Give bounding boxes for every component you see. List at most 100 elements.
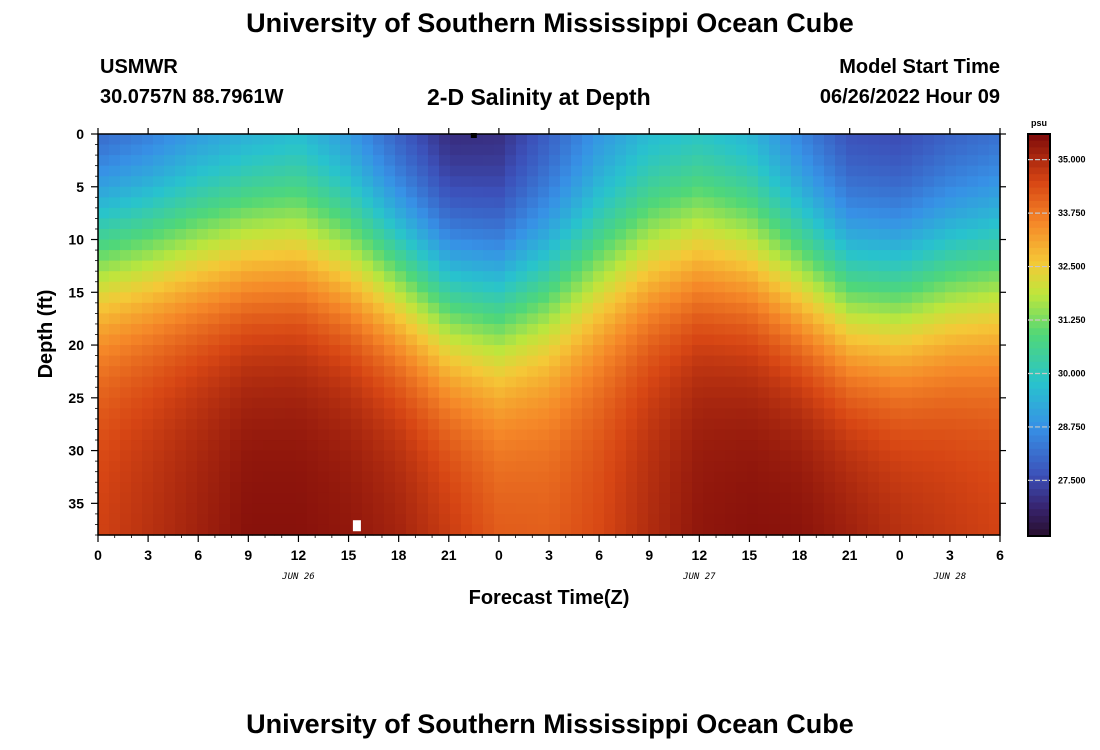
heatmap-cell (714, 397, 726, 409)
heatmap-cell (351, 218, 363, 230)
heatmap-cell (813, 176, 825, 188)
heatmap-cell (549, 134, 561, 146)
heatmap-cell (615, 292, 627, 304)
heatmap-cell (912, 440, 924, 452)
heatmap-cell (241, 260, 253, 272)
heatmap-cell (505, 218, 517, 230)
heatmap-cell (505, 450, 517, 462)
y-tick-label: 10 (68, 232, 84, 248)
heatmap-cell (681, 503, 693, 515)
heatmap-cell (846, 271, 858, 283)
heatmap-cell (604, 239, 616, 251)
heatmap-cell (846, 228, 858, 241)
heatmap-cell (450, 176, 462, 188)
heatmap-cell (131, 450, 143, 462)
heatmap-cell (835, 492, 847, 504)
heatmap-cell (175, 513, 187, 526)
heatmap-cell (527, 323, 539, 336)
heatmap-cell (989, 334, 1001, 346)
heatmap-cell (483, 450, 495, 462)
heatmap-cell (351, 260, 363, 272)
heatmap-cell (648, 376, 660, 388)
heatmap-cell (384, 313, 396, 325)
heatmap-cell (945, 218, 957, 230)
heatmap-cell (868, 461, 880, 473)
heatmap-cell (296, 345, 308, 357)
heatmap-cell (318, 271, 330, 283)
heatmap-cell (296, 450, 308, 462)
heatmap-cell (945, 513, 957, 526)
heatmap-cell (824, 144, 836, 156)
heatmap-cell (670, 155, 682, 167)
heatmap-cell (637, 292, 649, 304)
heatmap-cell (945, 260, 957, 272)
heatmap-cell (538, 313, 550, 325)
heatmap-cell (593, 334, 605, 346)
heatmap-cell (604, 408, 616, 420)
heatmap-cell (670, 176, 682, 188)
heatmap-cell (890, 376, 902, 388)
heatmap-cell (98, 355, 110, 367)
heatmap-cell (659, 524, 671, 536)
heatmap-cell (945, 323, 957, 336)
heatmap-cell (868, 281, 880, 293)
heatmap-cell (791, 281, 803, 293)
heatmap-cell (373, 186, 385, 198)
heatmap-cell (670, 218, 682, 230)
heatmap-cell (978, 302, 990, 314)
heatmap-cell (846, 250, 858, 262)
heatmap-cell (483, 228, 495, 241)
heatmap-cell (296, 302, 308, 314)
heatmap-cell (890, 134, 902, 146)
heatmap-cell (538, 144, 550, 156)
heatmap-cell (923, 165, 935, 177)
heatmap-cell (164, 482, 176, 494)
heatmap-cell (835, 218, 847, 230)
heatmap-cell (637, 482, 649, 494)
heatmap-cell (98, 366, 110, 378)
colorbar-segment (1028, 482, 1050, 490)
heatmap-cell (538, 281, 550, 293)
heatmap-cell (197, 323, 209, 336)
heatmap-cell (802, 387, 814, 399)
heatmap-cell (813, 450, 825, 462)
heatmap-cell (978, 228, 990, 241)
heatmap-cell (153, 387, 165, 399)
heatmap-cell (582, 429, 594, 441)
heatmap-cell (549, 418, 561, 431)
colorbar-segment (1028, 321, 1050, 329)
heatmap-cell (626, 176, 638, 188)
heatmap-cell (208, 513, 220, 526)
heatmap-cell (758, 134, 770, 146)
heatmap-cell (736, 292, 748, 304)
heatmap-cell (670, 418, 682, 431)
heatmap-cell (582, 134, 594, 146)
heatmap-cell (505, 302, 517, 314)
x-tick-label: 0 (495, 547, 503, 563)
heatmap-cell (923, 482, 935, 494)
heatmap-cell (868, 228, 880, 241)
heatmap-cell (109, 292, 121, 304)
heatmap-cell (439, 503, 451, 515)
heatmap-cell (692, 513, 704, 526)
heatmap-cell (263, 271, 275, 283)
heatmap-cell (186, 144, 198, 156)
heatmap-cell (395, 334, 407, 346)
heatmap-cell (384, 397, 396, 409)
heatmap-cell (296, 271, 308, 283)
heatmap-cell (769, 218, 781, 230)
heatmap-cell (648, 440, 660, 452)
heatmap-cell (131, 334, 143, 346)
surface-marker (470, 133, 477, 138)
heatmap-cell (98, 281, 110, 293)
heatmap-cell (483, 492, 495, 504)
heatmap-cell (681, 418, 693, 431)
heatmap-cell (186, 155, 198, 167)
colorbar-tick-label: 33.750 (1058, 208, 1086, 218)
heatmap-cell (230, 228, 242, 241)
heatmap-cell (252, 492, 264, 504)
heatmap-cell (351, 492, 363, 504)
heatmap-cell (208, 302, 220, 314)
heatmap-cell (615, 250, 627, 262)
heatmap-cell (769, 429, 781, 441)
